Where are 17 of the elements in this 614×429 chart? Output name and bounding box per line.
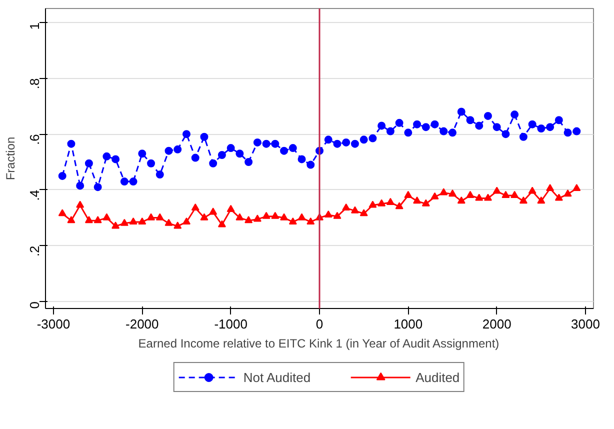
x-axis-title: Earned Income relative to EITC Kink 1 (in Year of Audit Assignment) (138, 336, 500, 350)
y-tick-label: 1 (27, 22, 42, 30)
x-tick-label: 1000 (394, 316, 423, 332)
y-tick-label: .6 (27, 134, 42, 145)
y-tick-label: .4 (27, 190, 42, 201)
legend-label: Not Audited (243, 370, 311, 384)
x-tick-label: -3000 (36, 316, 70, 332)
legend-label: Audited (416, 370, 460, 384)
x-tick-label: 0 (316, 316, 324, 332)
x-tick-label: -2000 (126, 316, 159, 332)
x-tick-label: 2000 (482, 316, 512, 332)
y-tick-label: .2 (27, 246, 42, 257)
x-tick-label: -1000 (214, 316, 248, 332)
y-tick-label: .8 (27, 78, 42, 90)
y-tick-label: 0 (27, 302, 42, 309)
x-tick-label: 3000 (571, 316, 600, 332)
y-axis-title: Fraction (4, 136, 18, 180)
